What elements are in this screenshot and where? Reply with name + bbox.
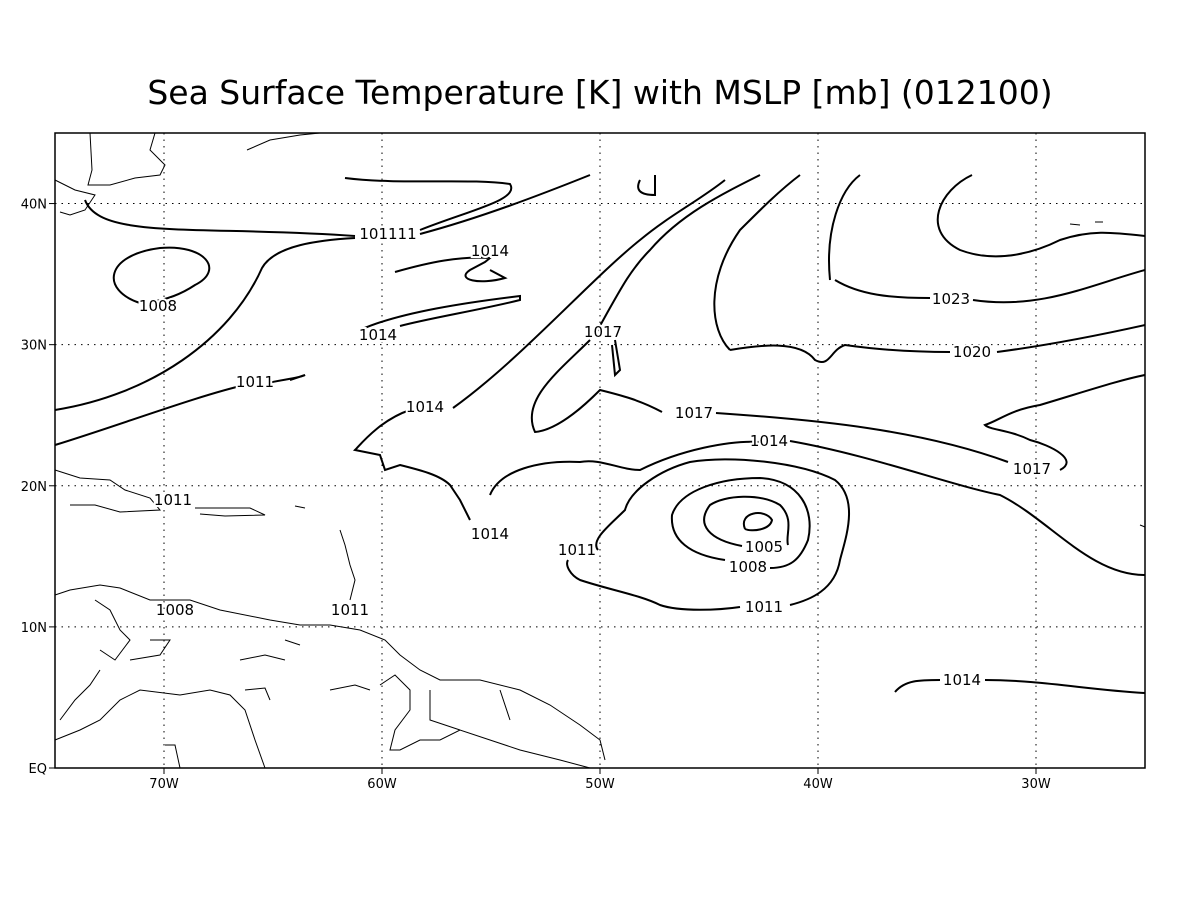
isobar [54, 374, 306, 446]
contour-label: 1020 [953, 343, 991, 361]
coastline [54, 132, 1146, 769]
isobar [703, 495, 790, 547]
isobar [742, 512, 774, 532]
contour-labels: 101111 1014 1008 1014 1017 1023 1020 1011 1014 10… [137, 223, 1053, 691]
contour-label: 1014 [471, 242, 509, 260]
isobar [84, 174, 591, 237]
contour-label: 1017 [675, 404, 713, 422]
contour-label: 1014 [471, 525, 509, 543]
isobar [670, 476, 811, 569]
contour-label: 1011 [745, 598, 783, 616]
contour-label: 1008 [729, 558, 767, 576]
coastlines [54, 132, 1146, 769]
isobars [54, 174, 1146, 694]
isobar [713, 174, 1146, 463]
isobar [394, 256, 508, 283]
contour-label: 1014 [750, 432, 788, 450]
lon-tick-label: 70W [149, 777, 179, 792]
contour-label: 1017 [1013, 460, 1051, 478]
contour-label: 1014 [943, 671, 981, 689]
isobar [828, 174, 1146, 304]
lon-tick-label: 50W [585, 777, 615, 792]
isobar [359, 294, 521, 331]
contour-label: 1011 [558, 541, 596, 559]
contour-label: 1005 [745, 538, 783, 556]
contour-label: 1017 [584, 323, 622, 341]
contour-label: 1011 [331, 601, 369, 619]
contour-label: 101111 [359, 225, 416, 243]
contour-label: 1023 [932, 290, 970, 308]
title: Sea Surface Temperature [K] with MSLP [m… [147, 73, 1052, 112]
lon-tick-label: 30W [1021, 777, 1051, 792]
isobar [112, 246, 211, 304]
grid [49, 133, 1145, 774]
contour-label: 1014 [406, 398, 444, 416]
isobar [54, 177, 513, 411]
contour-label: 1011 [236, 373, 274, 391]
contour-label: 1011 [154, 491, 192, 509]
lat-tick-label: 10N [21, 621, 47, 636]
lon-tick-label: 60W [367, 777, 397, 792]
contour-label: 1008 [156, 601, 194, 619]
isobar [530, 174, 761, 434]
isobar [352, 179, 761, 521]
lat-tick-label: 20N [21, 480, 47, 495]
lon-tick-label: 40W [803, 777, 833, 792]
lat-tick-label: 40N [21, 198, 47, 213]
isobar [789, 374, 1146, 576]
contour-label: 1008 [139, 297, 177, 315]
isobar [611, 175, 656, 378]
contour-label: 1014 [359, 326, 397, 344]
lat-tick-label: EQ [29, 762, 47, 777]
lat-tick-label: 30N [21, 339, 47, 354]
isobar [894, 679, 1146, 694]
map-frame [54, 132, 1146, 769]
isobar [566, 458, 850, 611]
